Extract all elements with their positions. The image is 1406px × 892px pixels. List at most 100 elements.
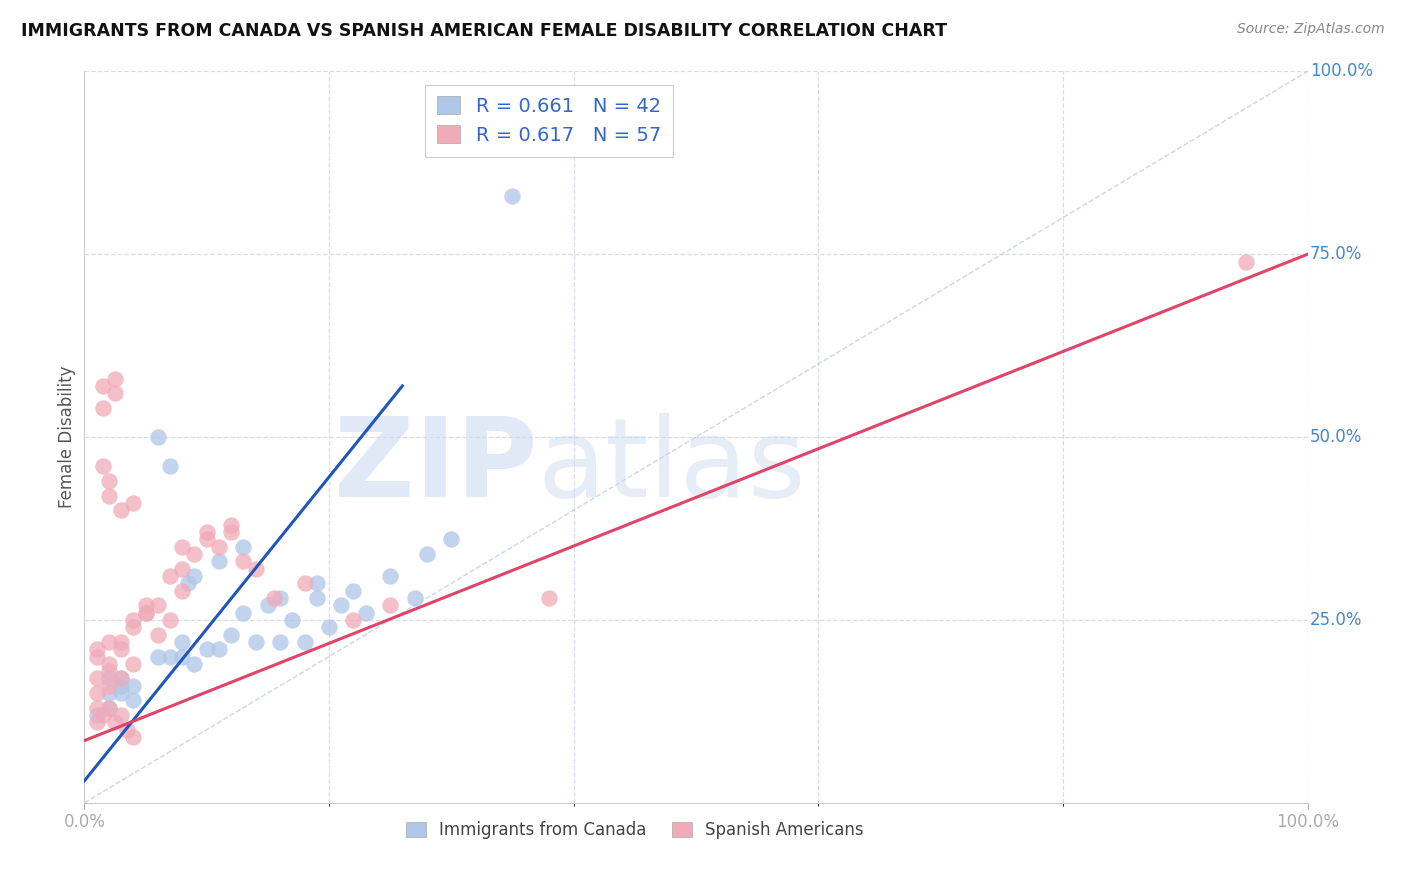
- Point: [110, 642, 132, 657]
- Point: [208, 554, 231, 568]
- Point: [232, 554, 254, 568]
- Point: [104, 371, 127, 385]
- Point: [97, 686, 120, 700]
- Point: [257, 599, 280, 613]
- Point: [159, 569, 181, 583]
- Point: [183, 657, 205, 671]
- Point: [97, 700, 120, 714]
- Point: [538, 591, 561, 605]
- Text: 100.0%: 100.0%: [1310, 62, 1374, 80]
- Point: [110, 635, 132, 649]
- Point: [195, 533, 218, 547]
- Point: [135, 606, 157, 620]
- Point: [177, 576, 200, 591]
- Point: [86, 672, 108, 686]
- Point: [172, 649, 194, 664]
- Text: 50.0%: 50.0%: [1310, 428, 1362, 446]
- Point: [146, 649, 169, 664]
- Point: [86, 686, 108, 700]
- Point: [97, 635, 120, 649]
- Point: [342, 583, 364, 598]
- Point: [330, 599, 353, 613]
- Point: [122, 693, 145, 707]
- Point: [104, 386, 127, 401]
- Point: [263, 591, 285, 605]
- Point: [232, 540, 254, 554]
- Point: [219, 517, 242, 532]
- Point: [122, 613, 145, 627]
- Point: [172, 540, 194, 554]
- Point: [97, 664, 120, 678]
- Point: [110, 686, 132, 700]
- Point: [172, 562, 194, 576]
- Point: [1236, 254, 1258, 268]
- Point: [172, 635, 194, 649]
- Point: [135, 606, 157, 620]
- Point: [97, 700, 120, 714]
- Point: [110, 672, 132, 686]
- Point: [269, 591, 291, 605]
- Point: [110, 679, 132, 693]
- Point: [159, 613, 181, 627]
- Point: [146, 627, 169, 641]
- Point: [91, 401, 114, 415]
- Point: [208, 540, 231, 554]
- Point: [294, 635, 316, 649]
- Point: [97, 657, 120, 671]
- Point: [380, 569, 402, 583]
- Point: [208, 642, 231, 657]
- Point: [305, 576, 328, 591]
- Text: ZIP: ZIP: [333, 413, 537, 520]
- Point: [502, 188, 524, 202]
- Point: [97, 489, 120, 503]
- Point: [97, 672, 120, 686]
- Point: [146, 599, 169, 613]
- Point: [440, 533, 463, 547]
- Point: [380, 599, 402, 613]
- Point: [135, 599, 157, 613]
- Text: 75.0%: 75.0%: [1310, 245, 1362, 263]
- Point: [354, 606, 377, 620]
- Legend: Immigrants from Canada, Spanish Americans: Immigrants from Canada, Spanish American…: [399, 814, 870, 846]
- Point: [219, 525, 242, 540]
- Text: IMMIGRANTS FROM CANADA VS SPANISH AMERICAN FEMALE DISABILITY CORRELATION CHART: IMMIGRANTS FROM CANADA VS SPANISH AMERIC…: [21, 22, 948, 40]
- Point: [104, 715, 127, 730]
- Point: [232, 606, 254, 620]
- Point: [122, 620, 145, 634]
- Point: [86, 700, 108, 714]
- Point: [122, 730, 145, 744]
- Point: [86, 708, 108, 723]
- Point: [342, 613, 364, 627]
- Point: [404, 591, 426, 605]
- Point: [416, 547, 439, 561]
- Point: [97, 474, 120, 488]
- Point: [281, 613, 304, 627]
- Text: 25.0%: 25.0%: [1310, 611, 1362, 629]
- Point: [245, 635, 267, 649]
- Point: [122, 679, 145, 693]
- Point: [453, 115, 475, 129]
- Text: Source: ZipAtlas.com: Source: ZipAtlas.com: [1237, 22, 1385, 37]
- Point: [146, 430, 169, 444]
- Point: [183, 547, 205, 561]
- Point: [195, 525, 218, 540]
- Point: [183, 569, 205, 583]
- Point: [91, 379, 114, 393]
- Y-axis label: Female Disability: Female Disability: [58, 366, 76, 508]
- Text: atlas: atlas: [537, 413, 806, 520]
- Point: [110, 708, 132, 723]
- Point: [115, 723, 138, 737]
- Point: [97, 679, 120, 693]
- Point: [91, 459, 114, 474]
- Point: [269, 635, 291, 649]
- Point: [159, 649, 181, 664]
- Point: [110, 672, 132, 686]
- Point: [86, 649, 108, 664]
- Point: [86, 715, 108, 730]
- Point: [195, 642, 218, 657]
- Point: [318, 620, 340, 634]
- Point: [122, 496, 145, 510]
- Point: [245, 562, 267, 576]
- Point: [219, 627, 242, 641]
- Point: [305, 591, 328, 605]
